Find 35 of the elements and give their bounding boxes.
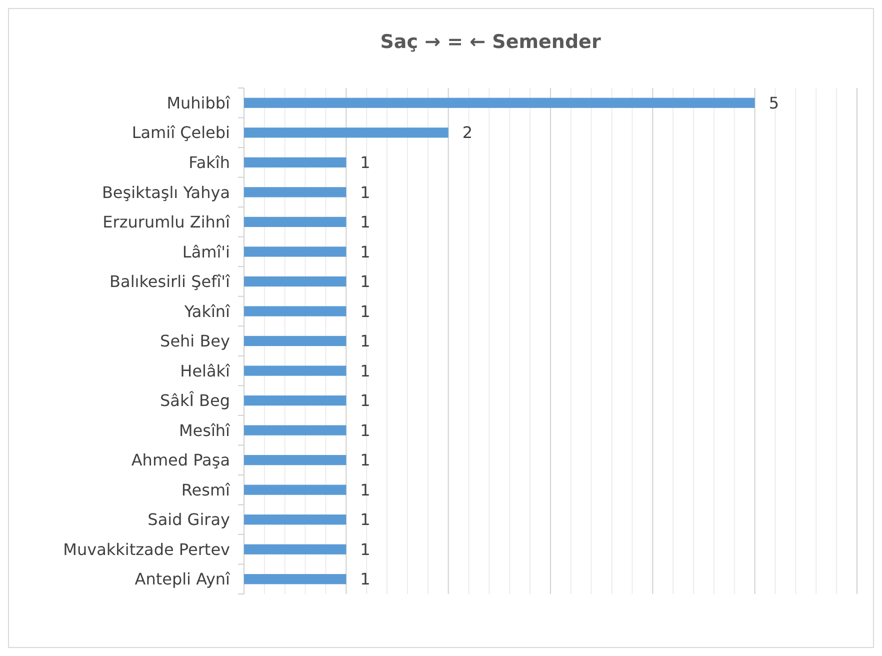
- data-label: 1: [360, 272, 370, 292]
- data-label: 1: [360, 570, 370, 589]
- chart-title: Saç → = ← Semender: [380, 31, 602, 53]
- data-label: 1: [360, 391, 370, 410]
- y-tick-label: Resmî: [181, 480, 231, 500]
- data-label: 1: [360, 332, 370, 351]
- data-label: 1: [360, 420, 370, 440]
- data-label: 1: [360, 450, 370, 470]
- y-tick-label: SâkÎ Beg: [160, 391, 230, 410]
- y-tick-label: Muvakkitzade Pertev: [63, 540, 230, 559]
- y-tick-label: Said Giray: [148, 510, 230, 530]
- y-tick-label: Balıkesirli Şefî'î: [110, 272, 231, 292]
- y-tick-label: Fakîh: [188, 153, 230, 172]
- data-label: 1: [360, 242, 370, 262]
- data-label: 1: [360, 302, 370, 321]
- y-tick-label: Lâmî'i: [182, 242, 230, 262]
- y-tick-label: Mesîhî: [178, 420, 231, 440]
- data-label: 1: [360, 153, 370, 172]
- data-label: 1: [360, 480, 370, 500]
- y-tick-label: Erzurumlu Zihnî: [102, 212, 231, 232]
- data-label: 2: [462, 123, 473, 142]
- data-label: 1: [360, 212, 370, 232]
- data-label: 1: [360, 361, 370, 380]
- y-tick-label: Lamiî Çelebi: [132, 123, 230, 142]
- y-tick-label: Ahmed Paşa: [131, 450, 230, 470]
- y-tick-label: Yakînî: [183, 302, 231, 321]
- data-label: 1: [360, 182, 370, 202]
- y-tick-label: Helâkî: [180, 361, 231, 380]
- y-tick-label: Sehi Bey: [160, 332, 230, 351]
- data-label: 1: [360, 510, 370, 530]
- data-label: 5: [768, 93, 780, 112]
- y-tick-label: Muhibbî: [166, 93, 231, 112]
- data-label: 1: [360, 540, 370, 559]
- y-tick-label: Antepli Aynî: [134, 570, 231, 589]
- y-tick-label: Beşiktaşlı Yahya: [102, 182, 230, 202]
